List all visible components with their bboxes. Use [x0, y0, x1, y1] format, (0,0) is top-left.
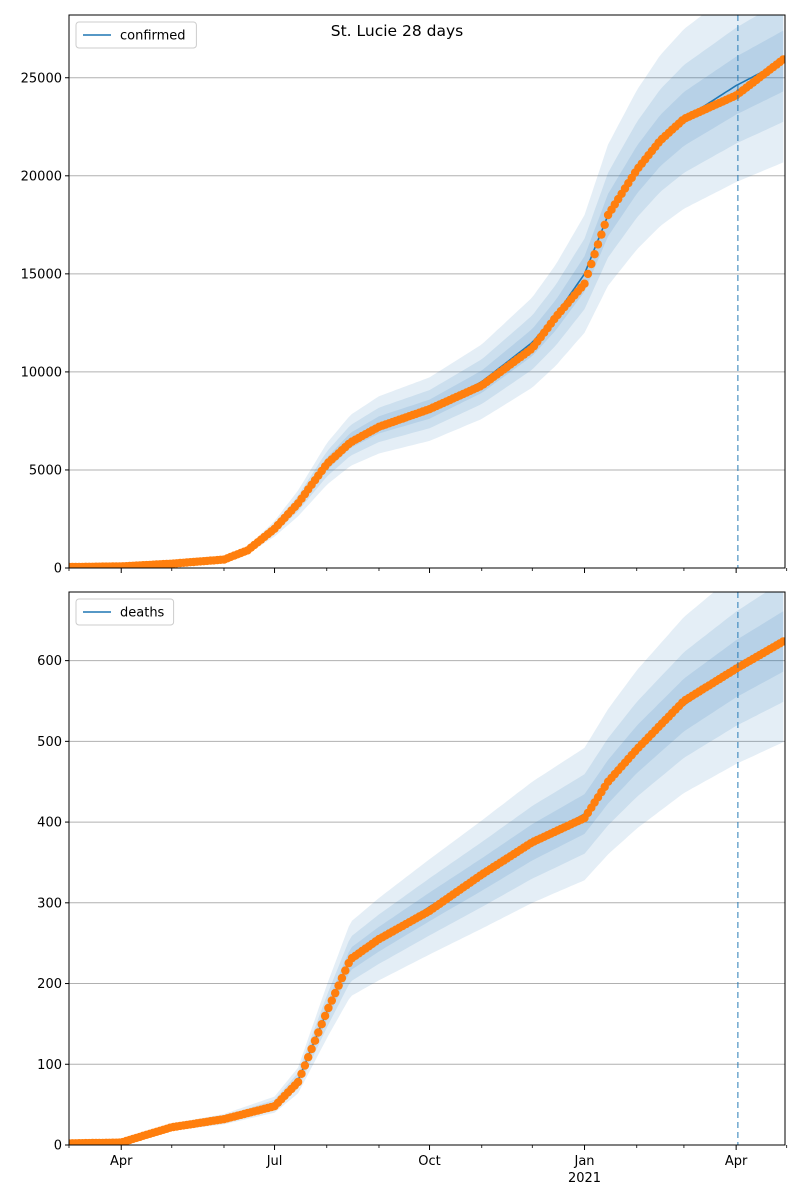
y-tick-label: 10000 — [21, 365, 62, 380]
chart-title: St. Lucie 28 days — [331, 22, 463, 40]
y-tick-label: 100 — [37, 1058, 62, 1073]
x-tick-label: Jan — [573, 1154, 594, 1169]
uncertainty-band — [69, 592, 784, 1144]
observed-point — [310, 1036, 320, 1045]
observed-point — [324, 1003, 333, 1013]
y-tick-label: 600 — [37, 654, 62, 669]
observed-point — [300, 1061, 310, 1070]
legend-box — [75, 598, 175, 626]
observed-point — [600, 220, 609, 229]
observed-point — [779, 55, 785, 64]
legend-label: confirmed — [120, 29, 186, 44]
x-tick-sublabel: 2021 — [568, 1171, 601, 1186]
x-tick-label: Apr — [110, 1154, 133, 1169]
observed-point — [587, 259, 596, 269]
observed-point — [337, 973, 347, 983]
chart-panel-confirmed: 0 5000 10000 15000 20000 25000 confirmed — [21, 14, 788, 577]
observed-point — [317, 1019, 326, 1029]
legend: confirmed — [75, 21, 197, 49]
axes-frame — [68, 591, 786, 1146]
observed-point — [314, 1028, 323, 1037]
uncertainty-band — [69, 15, 784, 568]
observed-point — [593, 240, 603, 249]
x-tick-label: Oct — [418, 1154, 440, 1169]
legend: deaths — [75, 598, 175, 626]
legend-label: deaths — [120, 606, 165, 621]
x-tick-label: Apr — [725, 1154, 748, 1169]
observed-point — [583, 269, 593, 279]
chart-panel-deaths: 0 100 200 300 400 500 600 Apr Jul Oct Jan 2021 Apr de… — [37, 591, 788, 1186]
y-tick-label: 300 — [37, 896, 62, 911]
observed-point — [779, 637, 785, 646]
y-tick-label: 500 — [37, 735, 62, 750]
y-tick-label: 0 — [54, 1139, 62, 1154]
uncertainty-band — [69, 592, 784, 1144]
observed-point — [341, 966, 350, 975]
uncertainty-band — [69, 15, 784, 568]
observed-point — [590, 250, 599, 259]
observed-point — [304, 1053, 313, 1062]
y-tick-label: 5000 — [29, 463, 62, 478]
observed-point — [334, 981, 343, 990]
legend-box — [75, 21, 197, 49]
uncertainty-band — [69, 30, 784, 568]
axes-frame — [68, 14, 786, 569]
observed-point — [297, 1069, 306, 1079]
plot-area — [69, 592, 785, 1145]
observed-point — [320, 1011, 330, 1021]
uncertainty-band — [69, 611, 784, 1144]
y-tick-label: 0 — [54, 562, 62, 577]
x-tick-label: Jul — [266, 1154, 283, 1169]
y-tick-label: 200 — [37, 977, 62, 992]
observed-point — [331, 988, 340, 998]
observed-point — [580, 279, 589, 288]
observed-point — [597, 230, 606, 239]
plot-area — [69, 15, 785, 568]
observed-point — [293, 1077, 303, 1087]
y-tick-label: 400 — [37, 816, 62, 831]
y-tick-label: 20000 — [21, 169, 62, 184]
y-tick-label: 15000 — [21, 267, 62, 282]
observed-point — [307, 1044, 316, 1054]
y-tick-label: 25000 — [21, 71, 62, 86]
observed-point — [327, 996, 336, 1005]
